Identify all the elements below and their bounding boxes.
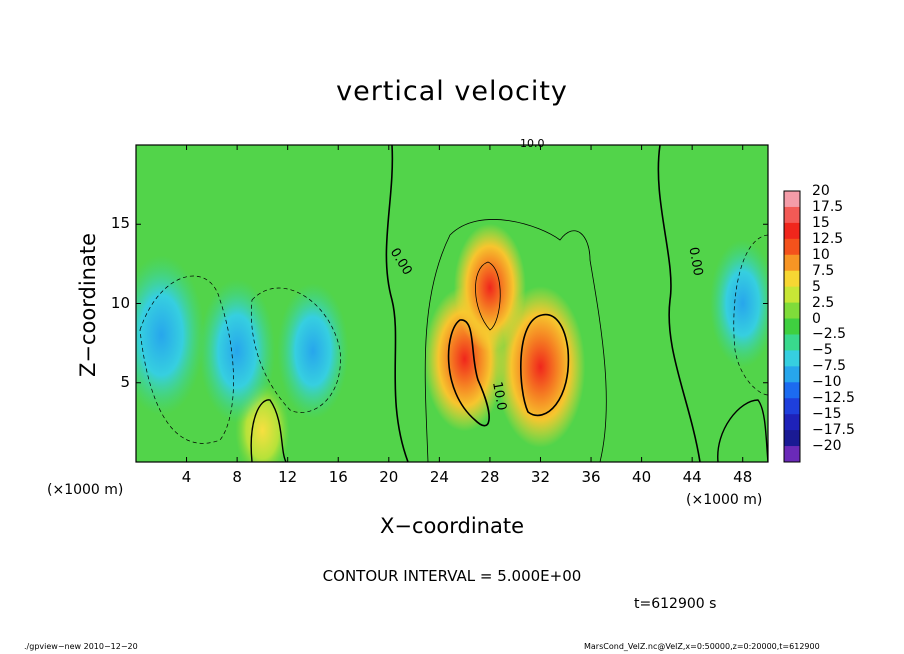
colorbar-swatch [784,286,800,304]
colorbar-label: 10 [812,246,830,263]
colorbar-label: 15 [812,214,830,231]
contour-label: 0.00 [685,246,705,277]
colorbar-swatch [784,302,800,320]
colorbar-swatch [784,382,800,399]
x-tick-label: 20 [379,468,399,486]
colorbar-swatch [784,191,800,208]
x-axis-label: X−coordinate [380,514,524,538]
x-tick-label: 12 [278,468,298,486]
colorbar-swatch [784,318,800,335]
colorbar-label: 12.5 [812,230,844,247]
colorbar-swatch [784,206,800,224]
chart-title: vertical velocity [336,76,568,107]
contour-label: 10.0 [520,137,545,150]
colorbar [783,190,801,463]
colorbar-label: 5 [812,278,821,295]
downdraft-blob [709,239,768,368]
x-unit-label: (×1000 m) [47,482,124,498]
footer-left: ./gpview−new 2010−12−20 [24,642,138,651]
colorbar-swatch [784,366,800,383]
colorbar-label: −15 [812,406,842,423]
colorbar-swatch [784,334,800,351]
zero-contour-left [385,145,409,462]
zero-contour-right [657,145,701,462]
y-axis-label: Z−coordinate [76,233,100,377]
x-tick-label: 44 [682,468,702,486]
colorbar-label: −17.5 [812,422,855,439]
colorbar-swatch [784,270,800,288]
downdraft-blob [277,283,349,420]
contour-10-c [520,313,570,417]
heatmap-field [136,145,768,462]
colorbar-swatch [784,222,800,240]
colorbar-swatch [784,350,800,367]
colorbar-label: 20 [812,183,830,199]
contour-neg-left [139,275,234,444]
x-tick-label: 24 [429,468,449,486]
x-tick-label: 40 [632,468,652,486]
tick-marks [136,145,768,462]
colorbar-swatch [784,398,800,415]
colorbar-swatch [784,414,800,431]
x-tick-label: 36 [581,468,601,486]
colorbar-label: −2.5 [812,326,846,343]
x-tick-label: 16 [328,468,348,486]
contour-label: 10.0 [489,381,509,412]
x-tick-label: 4 [181,468,192,486]
colorbar-frame [783,190,801,463]
contour-neg-mid [251,287,341,413]
x-tick-label: 28 [480,468,500,486]
time-text: t=612900 s [634,596,717,612]
updraft-blob [495,286,586,448]
colorbar-label: −20 [812,438,842,455]
contour-10-b [475,261,501,331]
contour-neg-right [733,234,768,396]
x-tick-label: 8 [232,468,242,486]
colorbar-label: −7.5 [812,358,846,375]
y-tick-label: 10 [110,293,130,312]
colorbar-swatch [784,254,800,272]
y-tick-label: 15 [110,214,130,233]
colorbar-label: 2.5 [812,294,835,311]
downdraft-blob [136,255,205,416]
downdraft-blob [199,279,276,424]
colorbar-label: 7.5 [812,262,835,279]
footer-right: MarsCond_VelZ.nc@VelZ,x=0:50000,z=0:2000… [584,642,820,651]
colorbar-swatch [784,238,800,256]
x-unit-label-right: (×1000 m) [686,492,763,508]
contour-5 [424,219,607,462]
colorbar-swatch [784,446,800,463]
contour-10-a [447,319,490,427]
colorbar-label: −10 [812,374,842,391]
contour-bottom-a [250,399,287,462]
x-tick-label: 48 [733,468,753,486]
colorbar-swatch [784,430,800,447]
colorbar-label: −5 [812,342,833,359]
colorbar-label: 0 [812,310,821,327]
colorbar-label: −12.5 [812,390,855,407]
contour-bottom-b [717,399,768,462]
x-tick-label: 32 [530,468,551,486]
colorbar-label: 17.5 [812,198,844,215]
contour-interval-text: CONTOUR INTERVAL = 5.000E+00 [322,567,582,585]
y-tick-label: 5 [120,372,130,391]
